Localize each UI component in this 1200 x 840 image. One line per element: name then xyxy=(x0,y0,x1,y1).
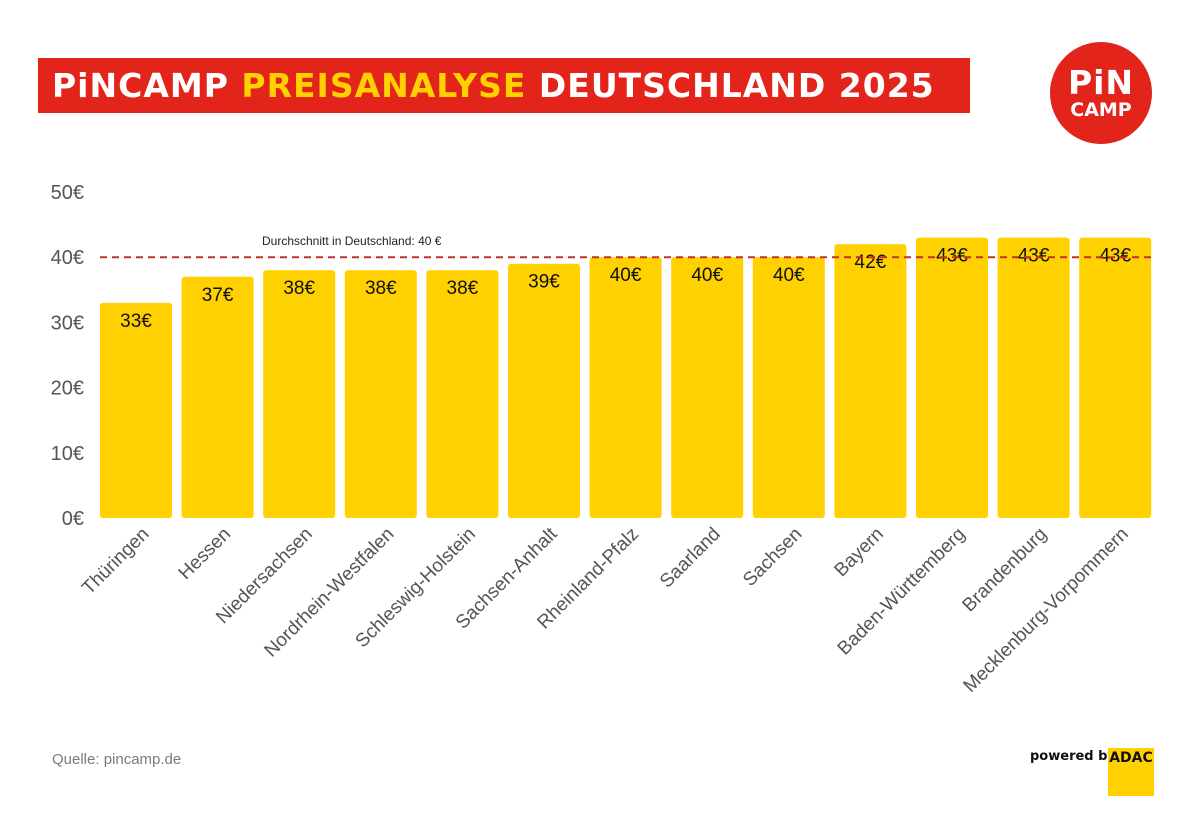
source-note: Quelle: pincamp.de xyxy=(52,751,182,768)
average-line-label: Durchschnitt in Deutschland: 40 € xyxy=(262,234,442,248)
bar-value-label: 42€ xyxy=(855,252,887,273)
bar-value-label: 40€ xyxy=(610,265,642,286)
bar xyxy=(1079,237,1152,518)
bar-value-label: 38€ xyxy=(283,278,315,299)
bar xyxy=(997,237,1070,518)
powered-by-text: powered by xyxy=(1030,749,1116,764)
y-tick-label: 10€ xyxy=(51,443,84,465)
bar xyxy=(589,257,662,518)
title-rest: DEUTSCHLAND 2025 xyxy=(538,66,935,105)
category-label: Sachsen xyxy=(739,524,806,591)
category-label: Saarland xyxy=(656,524,725,593)
bar-value-label: 33€ xyxy=(120,311,152,332)
bar xyxy=(508,263,580,518)
category-label: Brandenburg xyxy=(959,524,1052,617)
bar xyxy=(100,302,172,518)
category-label: Hessen xyxy=(175,524,235,584)
bar-value-label: 43€ xyxy=(1099,246,1131,267)
bar-chart: 0€ 10€ 20€ 30€ 40€ 50€ 33€ Thüringen 37€ Hessen 38… xyxy=(51,182,1152,697)
bar xyxy=(181,276,254,518)
y-tick-label: 0€ xyxy=(62,508,84,530)
bar-value-label: 40€ xyxy=(773,265,805,286)
bar xyxy=(834,244,907,518)
bar xyxy=(671,257,744,518)
category-label: Thüringen xyxy=(78,524,153,599)
logo-line-2: CAMP xyxy=(1070,99,1132,121)
y-tick-label: 50€ xyxy=(51,182,84,204)
bar-value-label: 38€ xyxy=(447,278,479,299)
bar xyxy=(344,270,417,518)
bar-value-label: 40€ xyxy=(691,265,723,286)
bar-value-label: 37€ xyxy=(202,285,234,306)
bar-value-label: 38€ xyxy=(365,278,397,299)
title-brand: PiNCAMP xyxy=(52,66,229,105)
bar-value-label: 39€ xyxy=(528,272,560,293)
bar-value-label: 43€ xyxy=(936,246,968,267)
y-tick-label: 30€ xyxy=(51,312,84,334)
y-tick-label: 40€ xyxy=(51,247,84,269)
category-label: Mecklenburg-Vorpommern xyxy=(960,524,1133,697)
pincamp-logo: PiN CAMP xyxy=(1050,42,1152,144)
adac-logo: ADAC xyxy=(1108,748,1154,796)
bar xyxy=(426,270,499,518)
title-banner: PiNCAMP PREISANALYSE DEUTSCHLAND 2025 xyxy=(38,58,970,113)
bar xyxy=(752,257,825,518)
bar xyxy=(263,270,336,518)
logo-line-1: PiN xyxy=(1067,63,1135,102)
category-label: Bayern xyxy=(831,524,888,581)
bar xyxy=(916,237,988,518)
title-highlight: PREISANALYSE xyxy=(241,66,527,105)
y-tick-label: 20€ xyxy=(51,378,84,400)
bar-value-label: 43€ xyxy=(1018,246,1050,267)
